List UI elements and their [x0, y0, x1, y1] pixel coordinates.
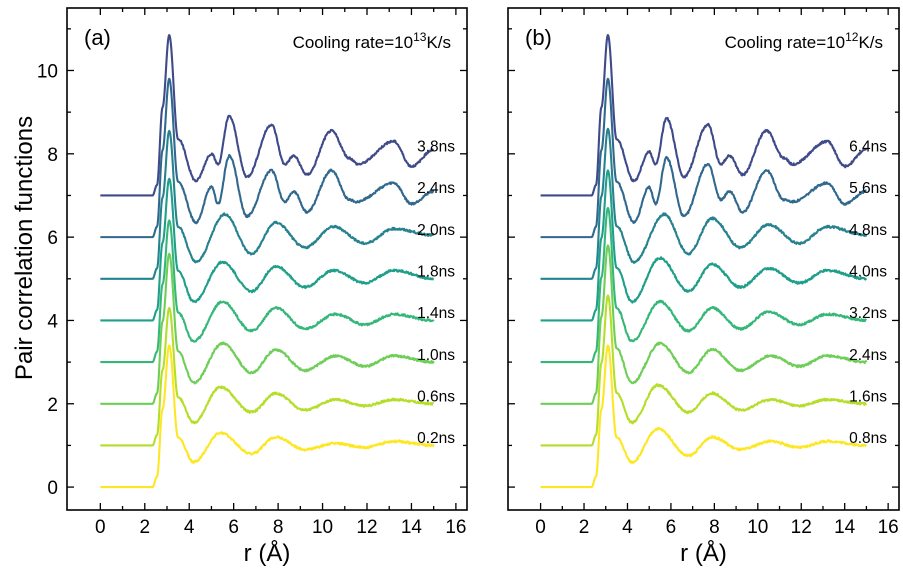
series-label: 0.8ns — [849, 430, 887, 447]
panel-label: (b) — [525, 25, 552, 50]
series-label: 1.4ns — [417, 305, 455, 322]
x-tick-label: 12 — [356, 517, 377, 538]
series-label: 2.0ns — [417, 222, 455, 239]
series-label: 5.6ns — [849, 180, 887, 197]
series-line — [540, 344, 868, 489]
x-tick-label: 12 — [791, 517, 812, 538]
series-line — [99, 129, 435, 280]
panel-a: 0 2 4 6 8 10 12 14 16 0 2 4 6 8 10 r (Å) (a) Cooling rate… — [37, 7, 468, 567]
x-tick-label: 8 — [709, 517, 720, 538]
y-tick-label: 8 — [47, 145, 58, 166]
panel-label: (a) — [84, 25, 111, 50]
x-tick-label: 10 — [747, 517, 768, 538]
x-tick-label: 8 — [273, 517, 284, 538]
y-axis-label: Pair correlation functions — [11, 116, 38, 380]
x-axis-label: r (Å) — [680, 539, 727, 567]
plot-frame — [507, 7, 900, 511]
x-tick-label: 14 — [834, 517, 856, 538]
x-tick-label: 2 — [579, 517, 590, 538]
x-tick-label: 10 — [312, 517, 333, 538]
series-line — [99, 252, 435, 405]
series-line — [540, 206, 867, 364]
series-label: 3.2ns — [849, 305, 887, 322]
series-label: 2.4ns — [849, 347, 887, 364]
y-tick-label: 4 — [47, 311, 58, 332]
series-label: 6.4ns — [849, 138, 887, 155]
series-line — [99, 77, 435, 239]
series-line — [99, 306, 435, 447]
x-tick-label: 4 — [622, 517, 633, 538]
y-tick-label: 6 — [47, 228, 58, 249]
x-tick-label: 6 — [666, 517, 677, 538]
x-tick-label: 2 — [139, 517, 150, 538]
x-tick-label: 6 — [228, 517, 239, 538]
series-label: 1.6ns — [849, 388, 887, 405]
series-label: 4.0ns — [849, 263, 887, 280]
x-tick-label: 14 — [401, 517, 423, 538]
series-label: 0.2ns — [417, 430, 455, 447]
series-label: 1.8ns — [417, 263, 455, 280]
series-line — [540, 127, 868, 280]
series-line — [540, 169, 868, 322]
y-tick-label: 2 — [47, 395, 58, 416]
series-line — [540, 244, 868, 405]
x-axis-label: r (Å) — [244, 539, 291, 567]
x-tick-label: 16 — [445, 517, 466, 538]
series-label: 1.0ns — [417, 347, 455, 364]
series-line — [99, 177, 435, 322]
cooling-rate-annotation: Cooling rate=1012K/s — [725, 30, 883, 52]
plot-frame — [66, 7, 468, 511]
series-label: 4.8ns — [849, 222, 887, 239]
x-tick-label: 16 — [878, 517, 899, 538]
x-tick-label: 0 — [95, 517, 106, 538]
series-label: 3.8ns — [417, 138, 455, 155]
y-tick-label: 10 — [37, 61, 58, 82]
x-tick-label: 0 — [535, 517, 546, 538]
series-line — [99, 219, 435, 364]
panel-b: 0 2 4 6 8 10 12 14 16 r (Å) (b) Cooling rate=1012K/… — [507, 7, 900, 567]
y-tick-label: 0 — [47, 478, 58, 499]
series-label: 2.4ns — [417, 180, 455, 197]
series-line — [99, 34, 435, 197]
series-line — [540, 77, 867, 239]
series-label: 0.6ns — [417, 388, 455, 405]
series-line — [99, 344, 435, 489]
cooling-rate-annotation: Cooling rate=1013K/s — [293, 30, 451, 52]
series-line — [540, 34, 868, 197]
series-line — [540, 294, 867, 447]
x-tick-label: 4 — [184, 517, 195, 538]
